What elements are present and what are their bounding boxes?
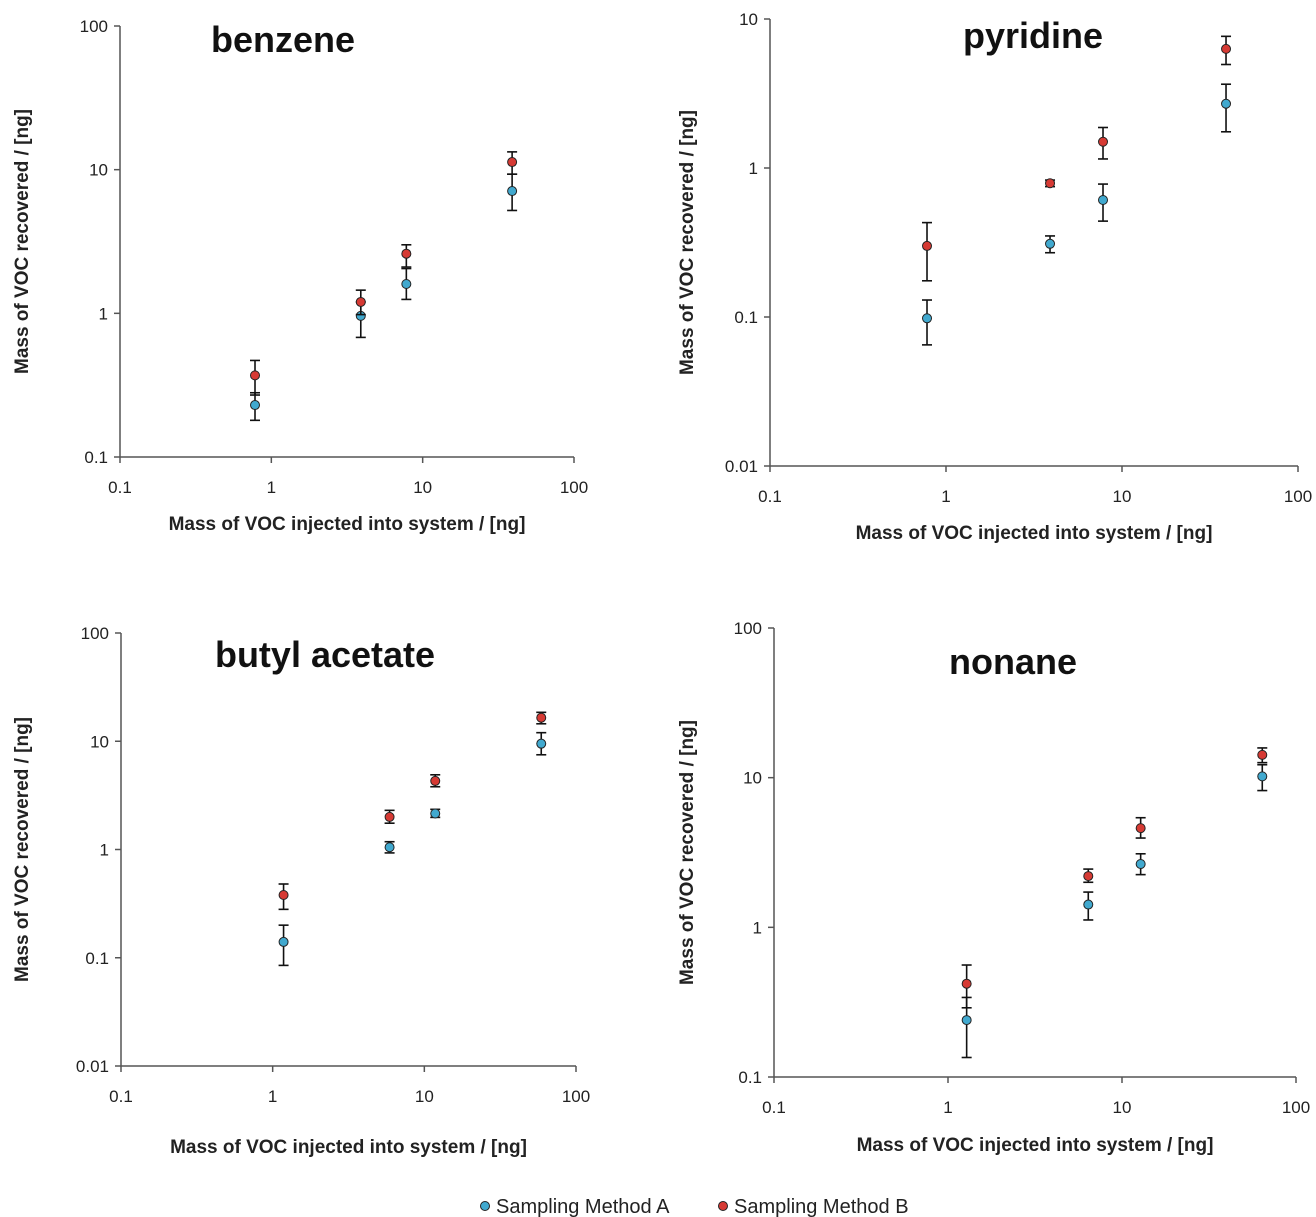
x-axis-label: Mass of VOC injected into system / [ng] — [856, 523, 1213, 544]
data-point — [1221, 43, 1232, 54]
x-tick-label: 100 — [562, 1087, 590, 1106]
data-point — [250, 370, 261, 381]
data-point — [1045, 238, 1056, 249]
x-tick-label: 100 — [560, 478, 588, 497]
chart-panels: 0.1 1 10 100 0.1 1 10 100 benzene Mass of VOC inj… — [12, 10, 1312, 1158]
chart-title: pyridine — [963, 15, 1103, 56]
data-point — [1257, 771, 1268, 782]
data-point — [1098, 194, 1109, 205]
data-point — [1257, 749, 1268, 760]
series-method-a — [250, 173, 518, 422]
data-point — [430, 775, 441, 786]
y-tick-label: 0.01 — [76, 1057, 109, 1076]
y-tick-label: 10 — [89, 161, 108, 180]
data-point — [384, 811, 395, 822]
legend: Sampling Method A Sampling Method B — [480, 1196, 909, 1217]
chart-title: butyl acetate — [215, 634, 435, 675]
y-tick-label: 100 — [80, 17, 108, 36]
x-tick-label: 10 — [1113, 1098, 1132, 1117]
data-point — [1221, 98, 1232, 109]
data-point — [278, 936, 289, 947]
x-axis-label: Mass of VOC injected into system / [ng] — [170, 1137, 527, 1158]
series-method-a — [922, 83, 1232, 346]
data-point — [250, 400, 261, 411]
data-point — [1135, 858, 1146, 869]
y-tick-label: 1 — [99, 304, 108, 323]
data-point — [1045, 178, 1056, 189]
legend-marker-method-a — [480, 1201, 490, 1211]
x-tick-label: 10 — [415, 1087, 434, 1106]
data-point — [384, 842, 395, 853]
series-method-b — [278, 711, 547, 911]
x-tick-label: 100 — [1282, 1098, 1310, 1117]
x-tick-label: 0.1 — [758, 487, 782, 506]
data-point — [961, 1015, 972, 1026]
data-point — [507, 186, 518, 197]
y-tick-label: 0.1 — [85, 949, 109, 968]
chart-title: benzene — [211, 19, 355, 60]
data-point — [536, 712, 547, 723]
data-point — [278, 889, 289, 900]
y-axis-label: Mass of VOC recovered / [ng] — [677, 110, 698, 375]
data-point — [430, 808, 441, 819]
y-axis-label: Mass of VOC recovered / [ng] — [12, 109, 33, 374]
y-tick-label: 1 — [100, 841, 109, 860]
x-tick-label: 1 — [941, 487, 950, 506]
y-tick-label: 10 — [739, 10, 758, 29]
data-point — [401, 279, 412, 290]
y-tick-label: 100 — [81, 624, 109, 643]
x-tick-label: 10 — [1113, 487, 1132, 506]
chart-panel-0: 0.1 1 10 100 0.1 1 10 100 benzene Mass of VOC inj… — [12, 17, 588, 535]
x-tick-label: 10 — [413, 478, 432, 497]
x-tick-label: 1 — [267, 478, 276, 497]
x-tick-label: 100 — [1284, 487, 1312, 506]
chart-panel-3: 0.1 1 10 100 0.1 1 10 100 nonane Mass of VOC inje… — [677, 619, 1310, 1156]
y-tick-label: 100 — [734, 619, 762, 638]
x-tick-label: 0.1 — [762, 1098, 786, 1117]
y-tick-label: 0.01 — [725, 457, 758, 476]
y-tick-label: 0.1 — [738, 1068, 762, 1087]
x-tick-label: 0.1 — [108, 478, 132, 497]
data-point — [507, 157, 518, 168]
data-point — [922, 313, 933, 324]
y-tick-label: 0.1 — [734, 308, 758, 327]
y-tick-label: 1 — [749, 159, 758, 178]
legend-label-method-b: Sampling Method B — [734, 1196, 909, 1217]
series-method-b — [922, 35, 1232, 282]
chart-title: nonane — [949, 641, 1077, 682]
x-axis-label: Mass of VOC injected into system / [ng] — [169, 514, 526, 535]
data-point — [536, 738, 547, 749]
data-point — [355, 296, 366, 307]
data-point — [1083, 899, 1094, 910]
x-axis-label: Mass of VOC injected into system / [ng] — [857, 1135, 1214, 1156]
data-point — [961, 978, 972, 989]
legend-marker-method-b — [718, 1201, 728, 1211]
y-tick-label: 0.1 — [84, 448, 108, 467]
series-method-a — [961, 763, 1268, 1059]
y-tick-label: 1 — [753, 918, 762, 937]
x-tick-label: 1 — [268, 1087, 277, 1106]
legend-label-method-a: Sampling Method A — [496, 1196, 670, 1217]
data-point — [1083, 871, 1094, 882]
y-tick-label: 10 — [743, 769, 762, 788]
x-tick-label: 0.1 — [109, 1087, 133, 1106]
data-point — [1135, 823, 1146, 834]
data-point — [922, 240, 933, 251]
x-tick-label: 1 — [943, 1098, 952, 1117]
y-axis-label: Mass of VOC recovered / [ng] — [12, 717, 33, 982]
series-method-a — [278, 731, 547, 967]
data-point — [401, 248, 412, 259]
y-axis-label: Mass of VOC recovered / [ng] — [677, 720, 698, 985]
y-tick-label: 10 — [90, 732, 109, 751]
series-method-b — [961, 747, 1268, 1009]
data-point — [1098, 136, 1109, 147]
series-method-b — [250, 151, 518, 396]
